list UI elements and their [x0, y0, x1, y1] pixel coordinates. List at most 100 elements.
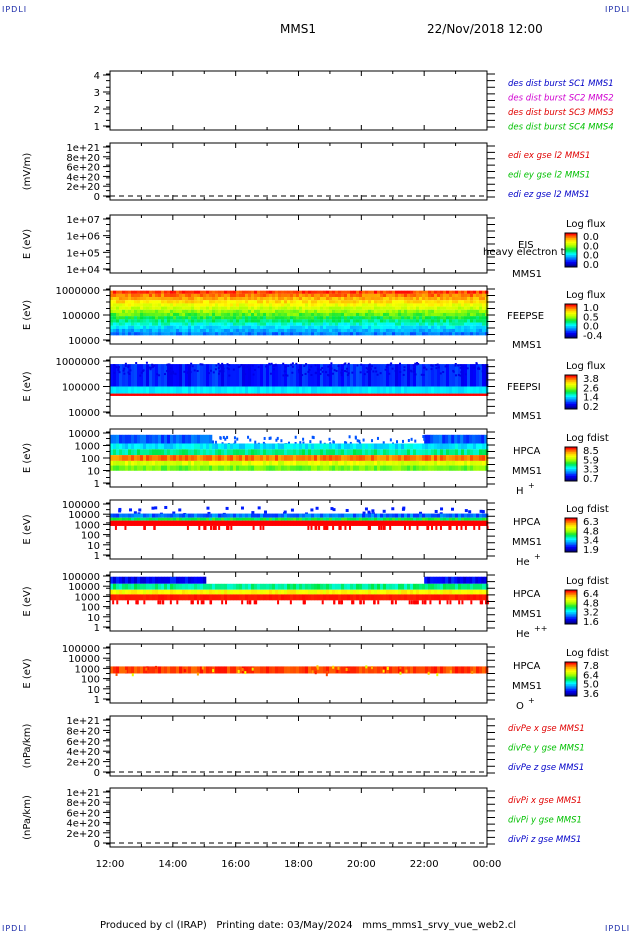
- feepse-cell: [221, 309, 225, 314]
- hpca-hepp-sparse-point: [414, 600, 417, 605]
- hpca-h-cell: [272, 465, 276, 471]
- hpca-he-cell: [134, 517, 138, 521]
- hpca-hepp-cell: [242, 583, 246, 590]
- feepse-cell: [350, 332, 354, 336]
- hpca-he-cell: [413, 513, 417, 518]
- feepse-cell: [170, 300, 174, 304]
- hpca-h-cell: [427, 434, 431, 444]
- hpca-he-cell: [200, 520, 204, 526]
- feepse-cell: [233, 309, 237, 314]
- feepse-cell: [182, 325, 186, 329]
- eis-overlay-text: heavy electron to: [483, 247, 571, 258]
- feepse-cell: [356, 316, 360, 320]
- hpca-hepp-cell: [218, 583, 222, 590]
- hpca-he-sparse-point: [408, 525, 411, 530]
- feepse-cell: [470, 316, 474, 320]
- feepse-cell: [203, 322, 207, 326]
- hpca-h-cell: [458, 460, 462, 466]
- hpca-he-cell: [203, 520, 207, 526]
- feepse-cell: [263, 303, 267, 307]
- hpca-hepp-cell: [152, 576, 156, 584]
- feepsi-sparse-point: [436, 363, 439, 366]
- hpca-hepp-cell: [335, 589, 339, 595]
- feepse-cell: [446, 297, 450, 301]
- feepse-cell: [284, 322, 288, 326]
- hpca-h-cell: [410, 460, 414, 466]
- hpca-he-sparse-point: [332, 508, 336, 512]
- feepse-cell: [263, 325, 267, 329]
- feepse-cell: [380, 325, 384, 329]
- hpca-h-cell: [446, 449, 450, 456]
- feepsi-colorbar-cell: [565, 393, 577, 396]
- hpca-h-cell: [227, 460, 231, 466]
- feepsi-cell: [302, 393, 306, 396]
- feepsi-colorbar-cell: [565, 397, 577, 400]
- hpca-hepp-cell: [347, 583, 351, 590]
- feepse-cell: [251, 297, 255, 301]
- hpca-h-sparse-point: [299, 441, 302, 445]
- hpca-o-sparse-point: [325, 673, 328, 677]
- feepsi-cell: [110, 386, 114, 394]
- feepsi-sparse-point: [169, 367, 172, 370]
- feepse-cell: [218, 303, 222, 307]
- hpca-he-cell: [218, 520, 222, 526]
- hpca-h-cell: [311, 465, 315, 471]
- feepse-cell: [194, 332, 198, 336]
- hpca-he-cell: [110, 520, 114, 526]
- hpca-he-cell: [326, 520, 330, 526]
- hpca-h-sparse-point: [344, 441, 347, 445]
- hpca-h-cell: [221, 465, 225, 471]
- hpca-o-cell: [482, 666, 486, 674]
- hpca-h-cell: [428, 443, 432, 450]
- feepse-cell: [449, 297, 453, 301]
- feepse-cell: [146, 309, 150, 314]
- feepsi-sparse-point: [127, 371, 130, 374]
- hpca-he-sparse-point: [367, 510, 371, 514]
- hpca-h-cell: [158, 460, 162, 466]
- hpca-h-cell: [176, 443, 180, 450]
- hpca-h-cell: [299, 465, 303, 471]
- hpca-h-cell: [353, 460, 357, 466]
- feepse-cell: [392, 290, 396, 294]
- feepsi-cell: [368, 393, 372, 396]
- hpca-he-cell: [383, 517, 387, 521]
- hpca_hepp-charge-label: ++: [534, 624, 547, 633]
- hpca-h-cell: [143, 465, 147, 471]
- feepse-cell: [227, 309, 231, 314]
- feepse-cell: [119, 332, 123, 336]
- hpca-he-cell: [332, 513, 336, 518]
- hpca-h-cell: [206, 443, 210, 450]
- feepsi-cell: [131, 393, 135, 396]
- feepsi-sparse-point: [117, 365, 120, 368]
- feepse-cell: [380, 309, 384, 314]
- feepse-cell: [131, 290, 135, 294]
- hpca-he-cell: [191, 520, 195, 526]
- feepse-cell: [446, 332, 450, 336]
- feepsi-sparse-point: [226, 363, 229, 366]
- feepsi-sparse-point: [367, 368, 370, 371]
- hpca-h-cell: [266, 443, 270, 450]
- edi-legend-entry: edi ey gse l2 MMS1: [508, 171, 590, 181]
- feepsi-sparse-point: [430, 368, 433, 371]
- des-y-tick-label: 2: [94, 105, 100, 116]
- hpca_hepp-colorbar-cell: [565, 622, 577, 625]
- feepse-cell: [125, 319, 129, 323]
- feepse-cell: [374, 303, 378, 307]
- hpca-h-cell: [167, 460, 171, 466]
- feepse-cell: [314, 293, 318, 298]
- hpca-he-cell: [197, 520, 201, 526]
- hpca-h-cell: [224, 449, 228, 456]
- hpca-he-cell: [137, 520, 141, 526]
- feepse-cell: [179, 312, 183, 317]
- feepse-cell: [281, 297, 285, 301]
- hpca-h-cell: [131, 434, 135, 444]
- hpca-he-cell: [347, 513, 351, 518]
- hpca-hepp-cell: [317, 589, 321, 595]
- feepsi-sparse-point: [327, 365, 330, 368]
- feepse-cell: [431, 300, 435, 304]
- hpca-he-cell: [290, 520, 294, 526]
- hpca-hepp-cell: [341, 583, 345, 590]
- hpca-o-cell: [230, 666, 234, 674]
- feepse-cell: [281, 319, 285, 323]
